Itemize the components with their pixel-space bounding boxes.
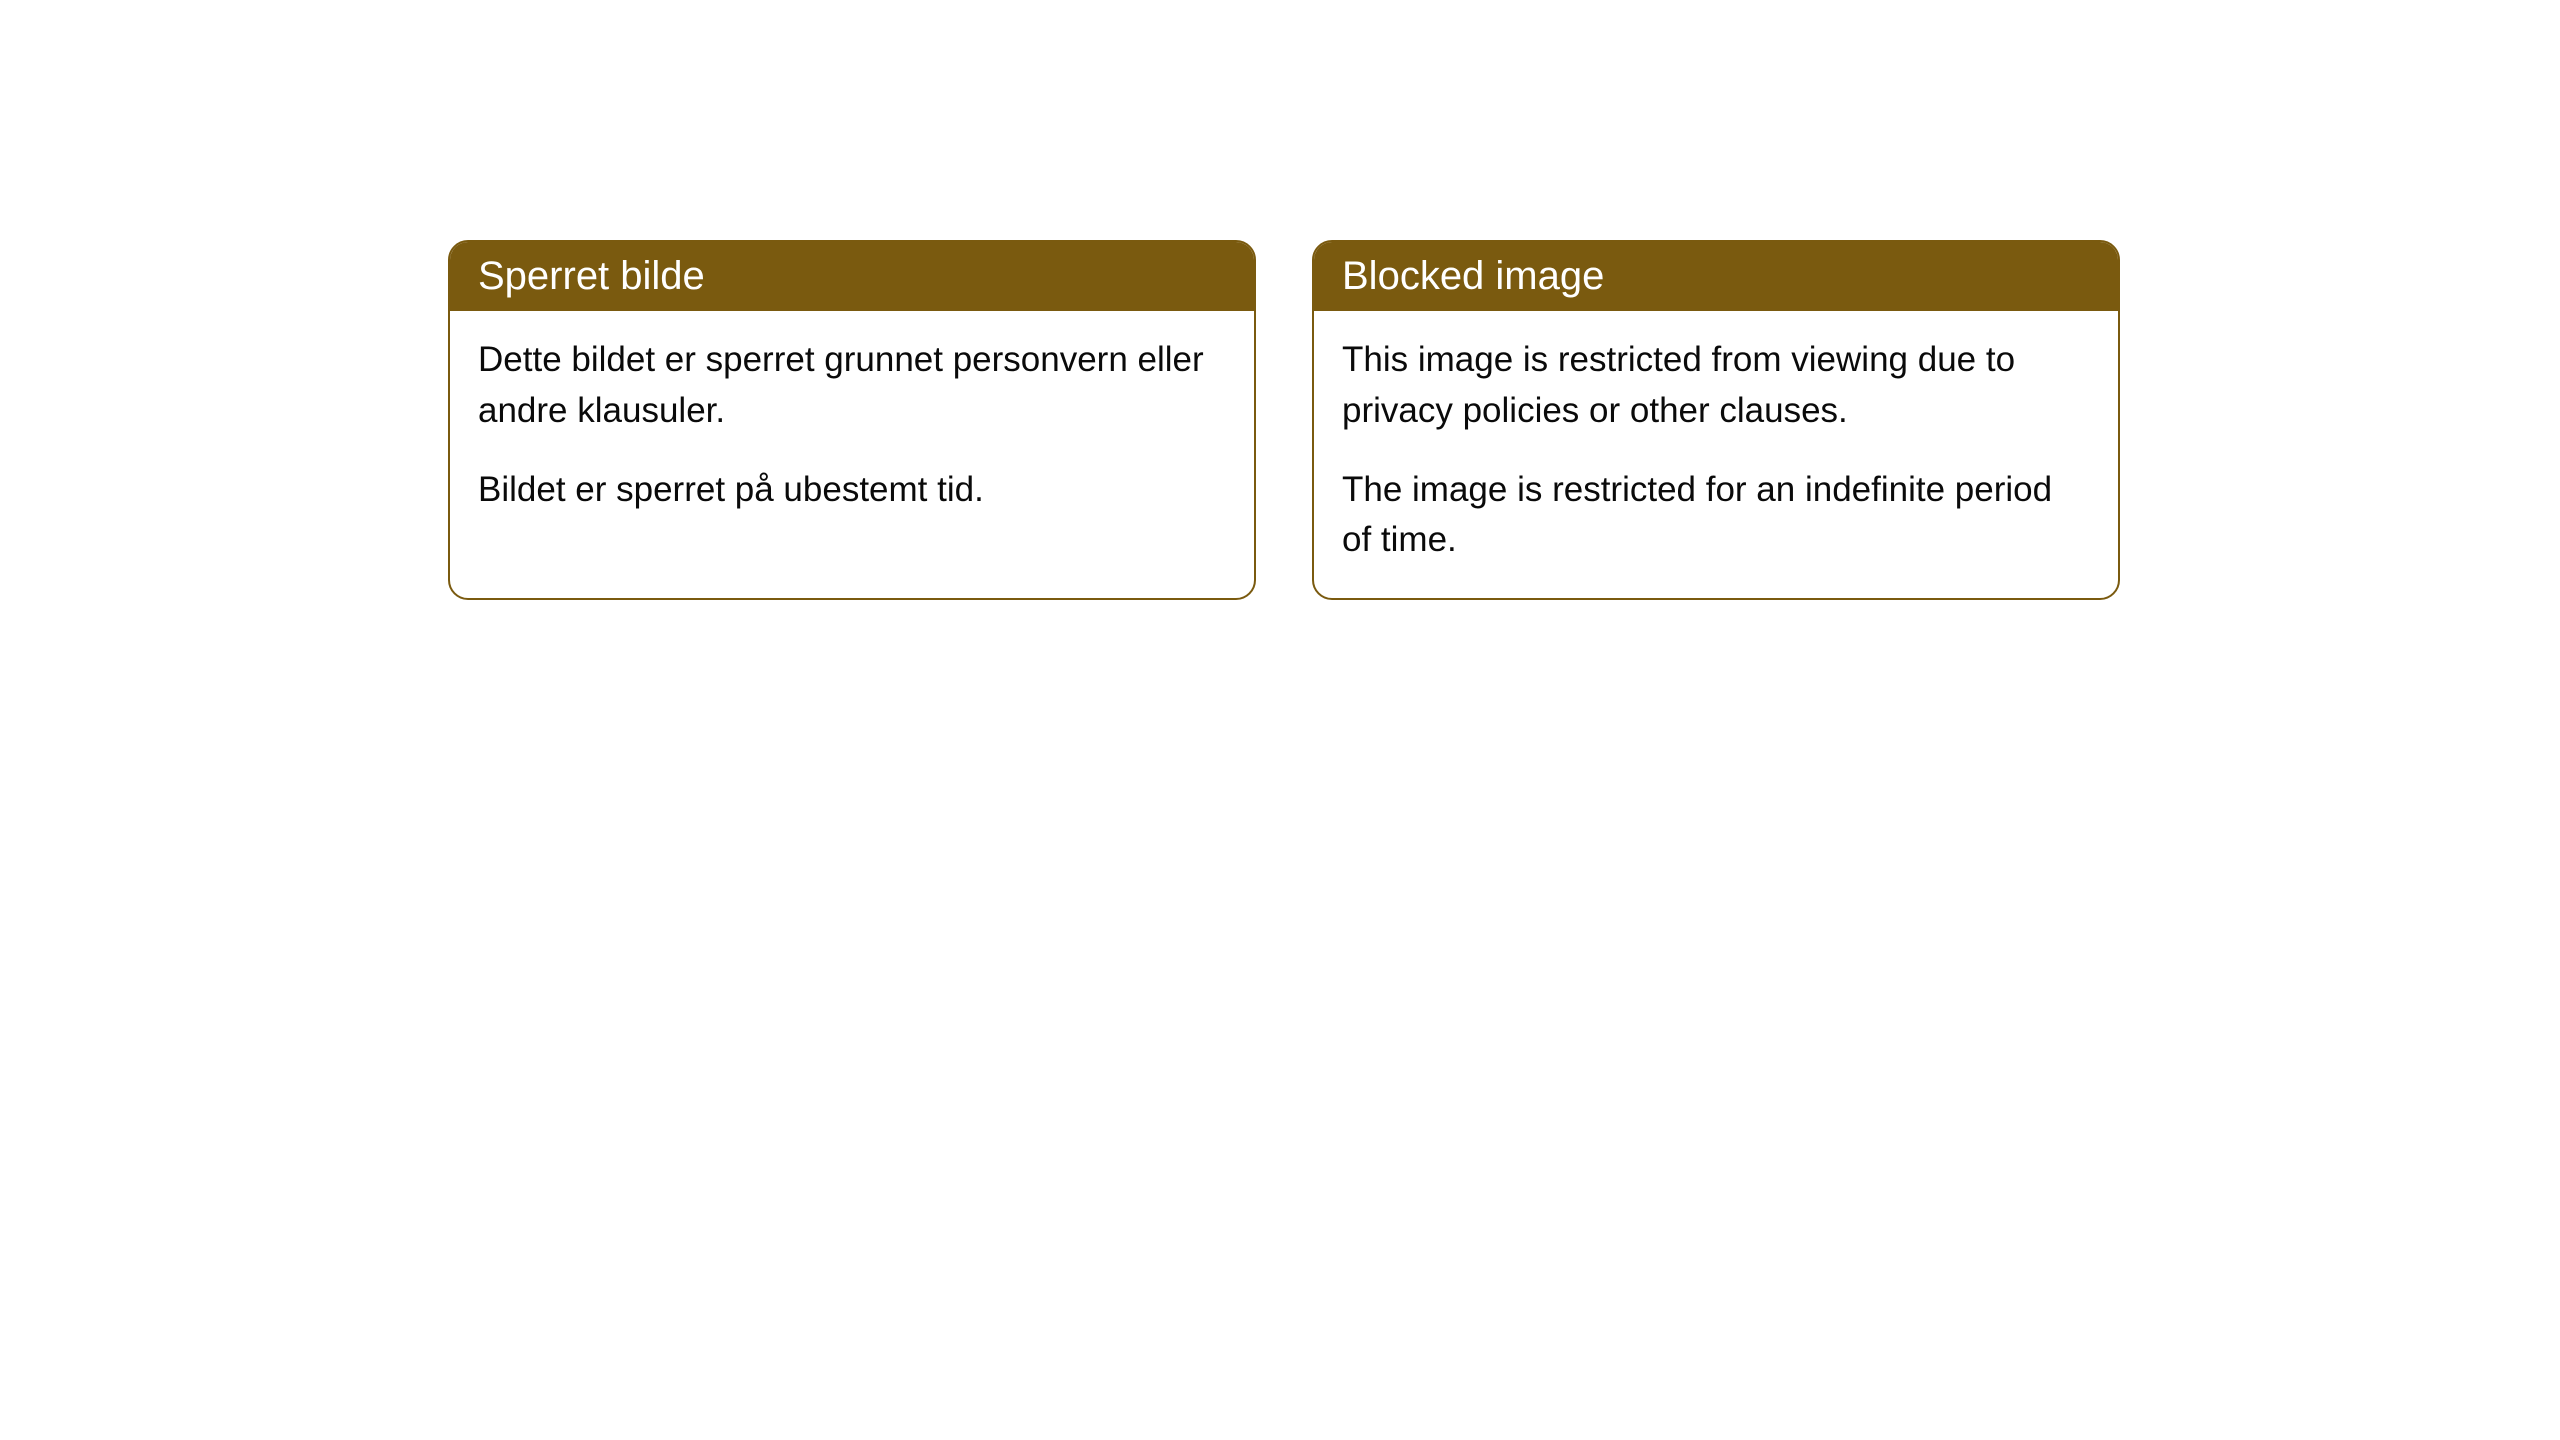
card-title: Sperret bilde <box>478 254 705 298</box>
card-paragraph: The image is restricted for an indefinit… <box>1342 465 2090 567</box>
card-title: Blocked image <box>1342 254 1604 298</box>
card-body: Dette bildet er sperret grunnet personve… <box>450 311 1254 547</box>
card-body: This image is restricted from viewing du… <box>1314 311 2118 598</box>
notice-card-norwegian: Sperret bilde Dette bildet er sperret gr… <box>448 240 1256 600</box>
card-paragraph: This image is restricted from viewing du… <box>1342 335 2090 437</box>
card-header: Blocked image <box>1314 242 2118 311</box>
card-paragraph: Bildet er sperret på ubestemt tid. <box>478 465 1226 516</box>
card-paragraph: Dette bildet er sperret grunnet personve… <box>478 335 1226 437</box>
card-header: Sperret bilde <box>450 242 1254 311</box>
notice-card-english: Blocked image This image is restricted f… <box>1312 240 2120 600</box>
notice-cards-container: Sperret bilde Dette bildet er sperret gr… <box>448 240 2560 600</box>
